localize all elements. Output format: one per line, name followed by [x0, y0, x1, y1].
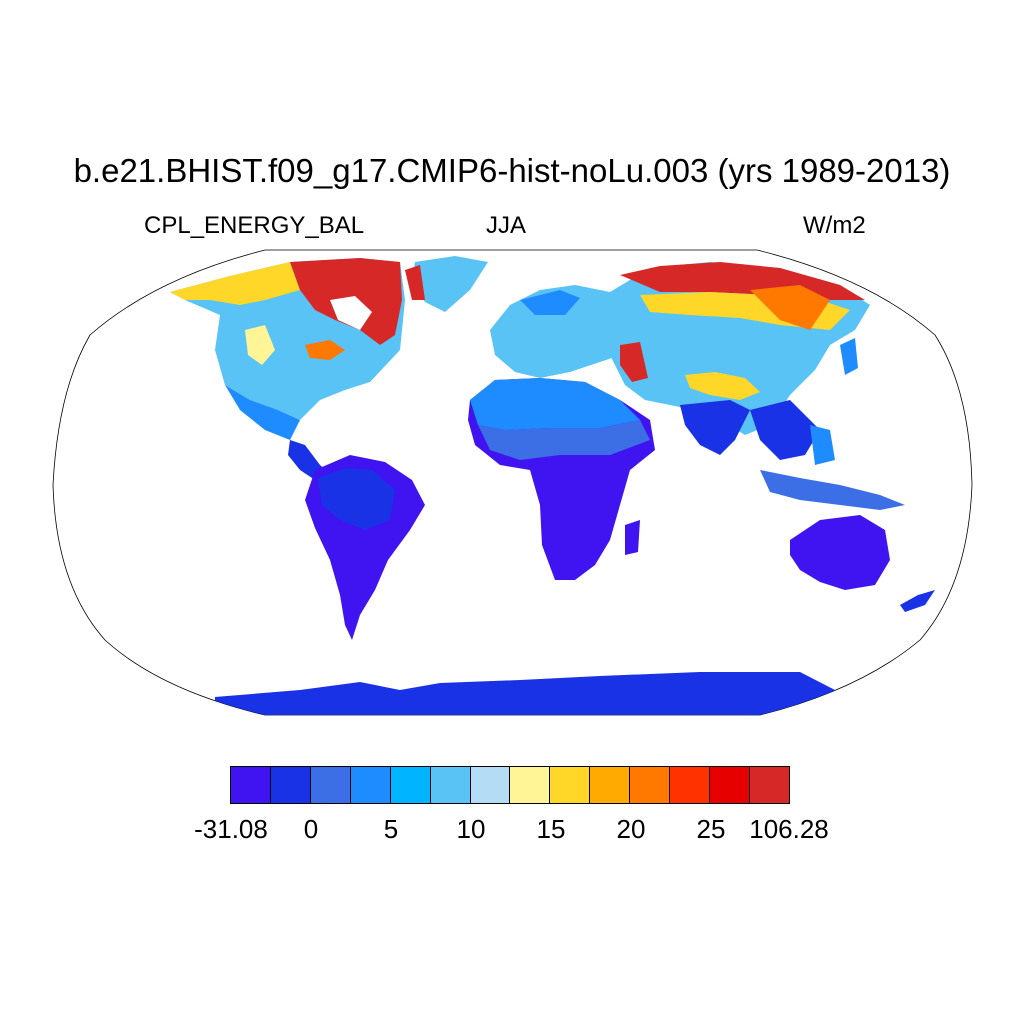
colorbar-swatch: [310, 767, 351, 803]
colorbar-swatch: [630, 767, 671, 803]
season-label: JJA: [486, 212, 527, 239]
colorbar-tick-label: 5: [383, 814, 399, 844]
colorbar-swatch: [590, 767, 631, 803]
colorbar-tick-label: 10: [456, 814, 486, 844]
new-zealand: [900, 590, 935, 612]
colorbar-tick-label: 106.28: [749, 814, 829, 844]
colorbar-swatch: [670, 767, 711, 803]
north-america: [170, 258, 405, 482]
colorbar-swatch: [710, 767, 750, 803]
colorbar-swatch: [430, 767, 471, 803]
units-label: W/m2: [803, 212, 866, 239]
colorbar-labels: -31.08 0 5 10 15 20 25 106.28: [0, 814, 1024, 846]
colorbar-swatch: [510, 767, 551, 803]
variable-name: CPL_ENERGY_BAL: [144, 212, 365, 239]
colorbar-swatch: [350, 767, 391, 803]
colorbar-swatch: [390, 767, 431, 803]
colorbar: [230, 766, 790, 804]
chart-title: b.e21.BHIST.f09_g17.CMIP6-hist-noLu.003 …: [73, 152, 951, 189]
colorbar-swatch: [749, 767, 789, 803]
japan: [840, 338, 858, 375]
colorbar-tick-label: 0: [303, 814, 319, 844]
colorbar-tick-label: 20: [616, 814, 646, 844]
colorbar-swatch: [550, 767, 591, 803]
colorbar-swatch: [231, 767, 271, 803]
colorbar-swatch: [270, 767, 311, 803]
colorbar-tick-label: -31.08: [194, 814, 268, 844]
antarctica: [215, 672, 835, 715]
colorbar-tick-label: 25: [696, 814, 726, 844]
colorbar-swatch: [470, 767, 511, 803]
colorbar-tick-label: 15: [536, 814, 566, 844]
australia: [790, 515, 890, 590]
indonesia: [760, 470, 905, 510]
greenland: [412, 256, 488, 312]
